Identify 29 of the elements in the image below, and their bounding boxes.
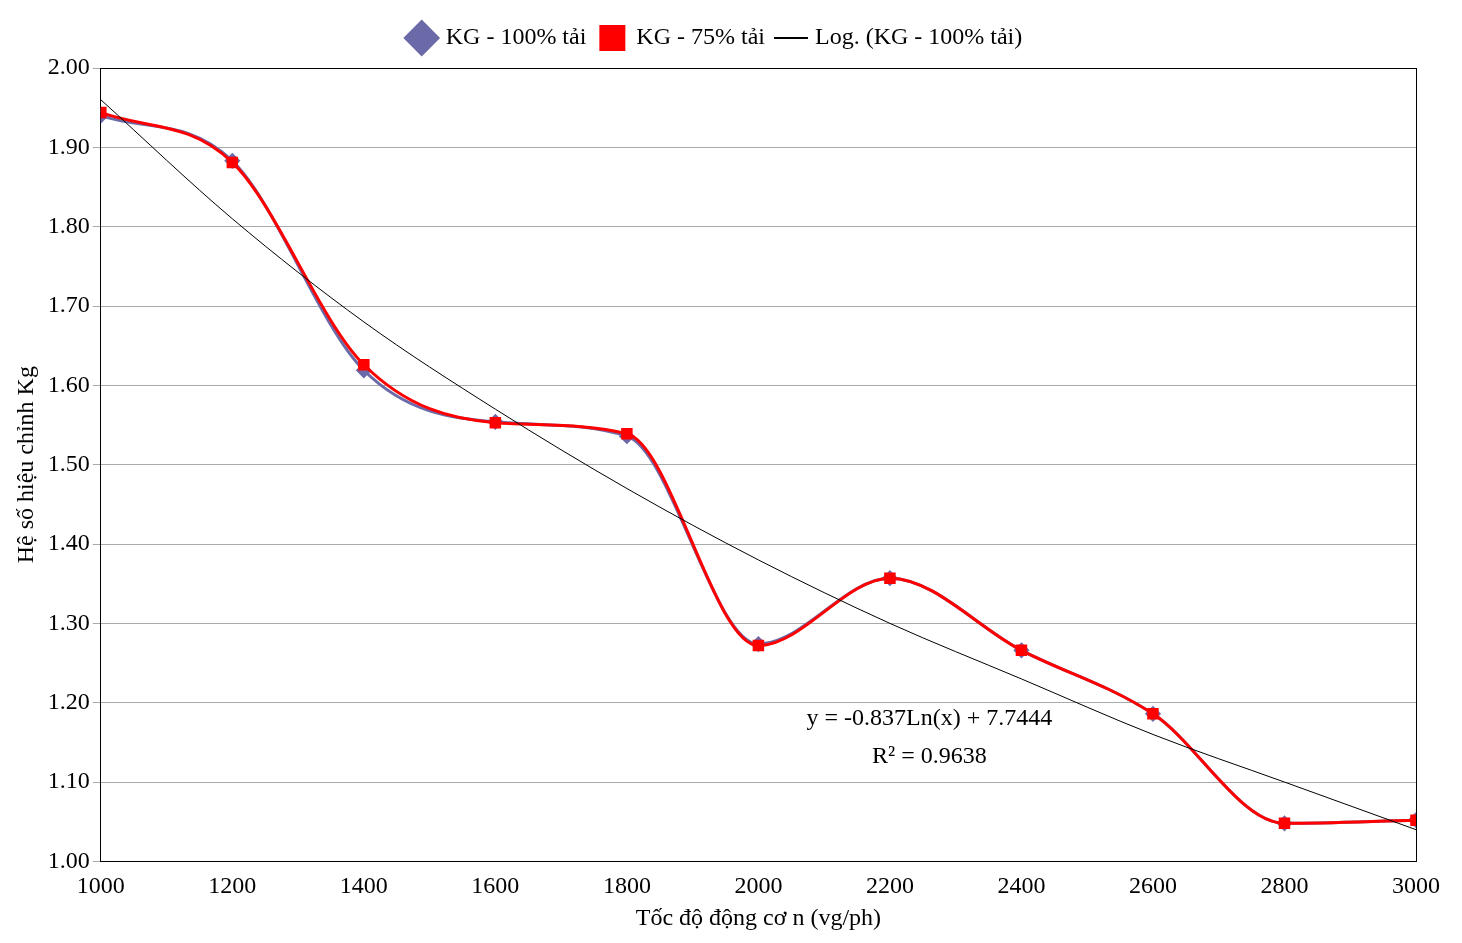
y-axis-title: Hệ số hiệu chỉnh Kg	[11, 366, 38, 564]
annotation: y = -0.837Ln(x) + 7.7444	[806, 703, 1053, 730]
x-tick-label: 2000	[734, 872, 783, 899]
y-tick-label: 1.40	[47, 529, 90, 556]
y-tick-label: 2.00	[47, 53, 90, 80]
legend-label: Log. (KG - 100% tải)	[815, 23, 1023, 50]
x-tick-label: 2800	[1260, 872, 1309, 899]
x-tick-label: 2400	[997, 872, 1046, 899]
x-tick-label: 2200	[865, 872, 914, 899]
legend-label: KG - 100% tải	[445, 23, 587, 50]
y-tick-label: 1.00	[47, 846, 90, 873]
x-tick-label: 1000	[76, 872, 125, 899]
y-tick-label: 1.70	[47, 291, 90, 318]
y-tick-label: 1.50	[47, 450, 90, 476]
y-tick-label: 1.80	[47, 211, 90, 238]
y-tick-label: 1.20	[47, 688, 90, 715]
y-tick-label: 1.90	[47, 132, 90, 159]
y-tick-label: 1.30	[47, 608, 90, 635]
x-tick-label: 1600	[471, 872, 520, 899]
x-tick-label: 1400	[339, 872, 388, 899]
y-tick-label: 1.60	[47, 370, 90, 397]
x-tick-label: 1800	[602, 872, 651, 899]
x-tick-label: 3000	[1392, 872, 1440, 899]
x-tick-label: 1200	[208, 872, 257, 899]
y-tick-label: 1.10	[47, 767, 90, 794]
annotation: R² = 0.9638	[872, 741, 987, 768]
legend-label: KG - 75% tải	[636, 23, 766, 50]
x-tick-label: 2600	[1128, 872, 1177, 899]
x-axis-title: Tốc độ động cơ n (vg/ph)	[635, 903, 882, 930]
